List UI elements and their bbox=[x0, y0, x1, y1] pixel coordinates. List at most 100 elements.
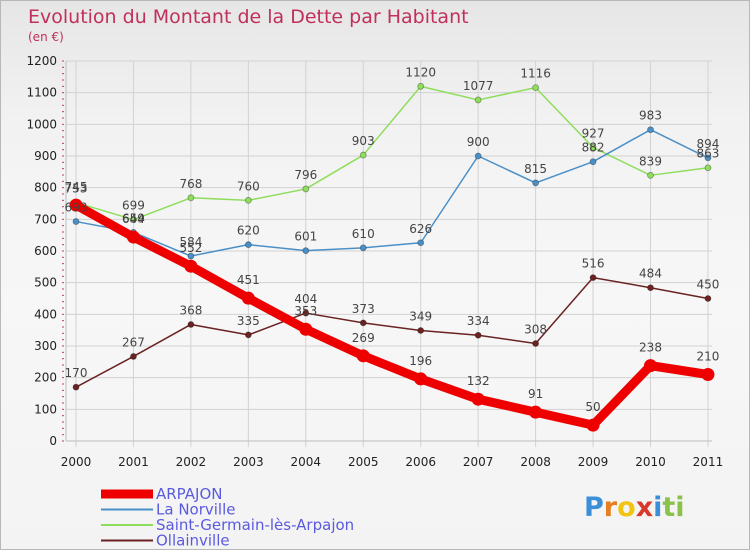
data-point bbox=[589, 158, 597, 166]
data-point bbox=[704, 295, 712, 302]
data-point bbox=[644, 359, 657, 373]
data-point bbox=[589, 144, 597, 151]
data-point bbox=[701, 368, 715, 381]
series-line bbox=[75, 276, 709, 388]
data-label: 927 bbox=[582, 126, 605, 140]
data-point bbox=[704, 154, 712, 162]
data-label: 552 bbox=[179, 241, 202, 255]
data-label: 1120 bbox=[405, 65, 436, 79]
logo-letter: x bbox=[636, 492, 653, 523]
y-tick-label: 1100 bbox=[26, 86, 57, 100]
series-line bbox=[75, 85, 709, 221]
data-label: 610 bbox=[352, 227, 375, 241]
x-tick-label: 2005 bbox=[348, 455, 379, 469]
y-tick-label: 900 bbox=[34, 149, 57, 163]
x-tick-label: 2011 bbox=[693, 455, 724, 469]
legend-label: La Norville bbox=[156, 501, 236, 519]
data-label: 894 bbox=[696, 137, 719, 151]
data-point bbox=[241, 291, 255, 305]
data-point bbox=[69, 198, 83, 212]
data-label: 745 bbox=[65, 180, 88, 194]
data-point bbox=[474, 331, 482, 339]
data-label: 1116 bbox=[520, 67, 551, 81]
data-label: 196 bbox=[409, 354, 432, 368]
data-label: 210 bbox=[696, 350, 719, 364]
x-tick-label: 2000 bbox=[61, 455, 92, 469]
chart-subtitle: (en €) bbox=[28, 30, 64, 44]
data-label: 584 bbox=[179, 235, 202, 249]
data-point bbox=[589, 274, 597, 282]
y-tick-label: 1000 bbox=[26, 117, 57, 131]
data-point bbox=[302, 185, 310, 193]
series-layer bbox=[69, 82, 715, 432]
series-line bbox=[75, 128, 709, 257]
data-label: 626 bbox=[409, 222, 432, 236]
data-label: 50 bbox=[585, 400, 600, 414]
data-point bbox=[359, 244, 367, 252]
data-label: 238 bbox=[639, 341, 662, 355]
data-point bbox=[244, 196, 252, 204]
data-point bbox=[529, 405, 543, 419]
data-label: 368 bbox=[179, 303, 202, 317]
data-point bbox=[244, 331, 252, 339]
legend-label: ARPAJON bbox=[156, 485, 222, 503]
logo-letter: i bbox=[653, 492, 662, 523]
data-label: 404 bbox=[294, 292, 317, 306]
data-point bbox=[187, 194, 195, 202]
data-point bbox=[532, 340, 539, 347]
data-label: 620 bbox=[237, 224, 260, 238]
data-label: 753 bbox=[65, 182, 88, 196]
data-point bbox=[187, 321, 195, 328]
data-label: 882 bbox=[582, 141, 605, 155]
data-label: 900 bbox=[467, 135, 490, 149]
x-tick-label: 2002 bbox=[176, 455, 207, 469]
y-tick-label: 600 bbox=[34, 244, 57, 258]
x-tick-label: 2006 bbox=[405, 455, 436, 469]
grid-layer bbox=[66, 60, 712, 447]
proxiti-logo: Proxiti bbox=[584, 492, 685, 523]
legend-label: Saint-Germain-lès-Arpajon bbox=[156, 516, 354, 534]
series-la-norville bbox=[72, 126, 712, 260]
x-tick-label: 2009 bbox=[578, 455, 609, 469]
data-point bbox=[647, 284, 654, 292]
data-label: 335 bbox=[237, 314, 260, 328]
data-label: 91 bbox=[528, 387, 543, 401]
logo-letter: i bbox=[675, 492, 684, 523]
x-tick-label: 2001 bbox=[118, 455, 149, 469]
data-point bbox=[302, 309, 310, 317]
data-point bbox=[126, 230, 140, 244]
data-point bbox=[414, 372, 428, 386]
data-point bbox=[474, 152, 482, 160]
data-point bbox=[299, 322, 313, 336]
data-label: 659 bbox=[122, 211, 145, 225]
logo-letter: o bbox=[617, 492, 636, 523]
chart-title: Evolution du Montant de la Dette par Hab… bbox=[28, 6, 469, 28]
series-line bbox=[71, 200, 713, 430]
data-label: 170 bbox=[65, 366, 88, 380]
y-tick-label: 1200 bbox=[26, 54, 57, 68]
data-point bbox=[187, 252, 195, 260]
data-label: 760 bbox=[237, 179, 260, 193]
logo-letter: P bbox=[584, 492, 604, 523]
data-point bbox=[471, 392, 485, 406]
data-point bbox=[302, 247, 310, 255]
data-label: 644 bbox=[122, 212, 145, 226]
data-label: 373 bbox=[352, 302, 375, 316]
data-label: 839 bbox=[639, 154, 662, 168]
y-tick-label: 0 bbox=[49, 434, 57, 448]
data-point bbox=[130, 353, 137, 360]
data-point bbox=[586, 418, 600, 432]
data-label: 983 bbox=[639, 109, 662, 123]
y-tick-label: 400 bbox=[34, 307, 57, 321]
data-label: 768 bbox=[179, 177, 202, 191]
data-label: 334 bbox=[467, 314, 490, 328]
x-tick-label: 2003 bbox=[233, 455, 264, 469]
data-point bbox=[72, 383, 80, 391]
data-label: 863 bbox=[696, 147, 719, 161]
axis-layer: 0 100 200 300 400 500 600 700 800 900 1000 1100 1200… bbox=[26, 54, 723, 469]
y-tick-label: 500 bbox=[34, 276, 57, 290]
data-label: 699 bbox=[122, 199, 145, 213]
